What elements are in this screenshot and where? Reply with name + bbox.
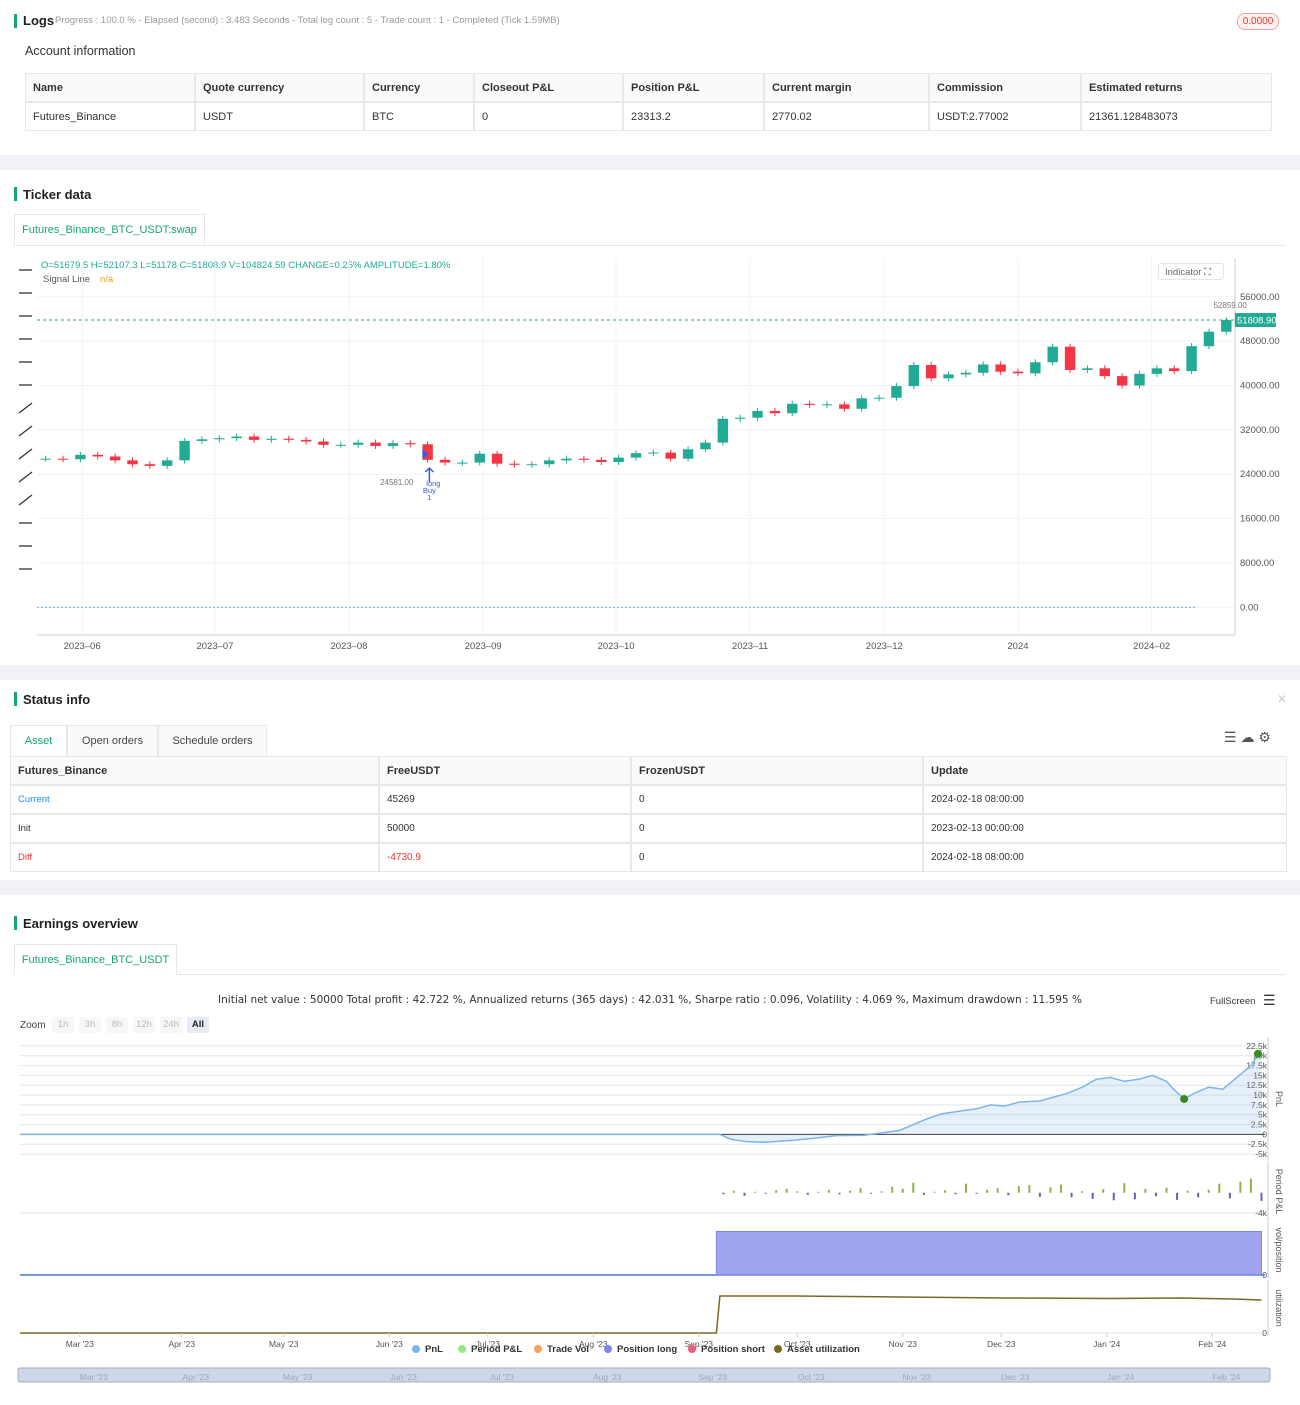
table-cell: 2023-02-13 00:00:00 [923,814,1287,843]
logs-title: Logs [23,13,55,28]
table-cell: 45269 [379,785,631,814]
table-header: Closeout P&L [474,73,623,102]
zoom-button[interactable]: 3h [79,1017,101,1033]
tab-rule [14,245,1286,246]
zoom-button[interactable]: All [187,1017,209,1033]
ohlc-text: O=51679.5 H=52107.3 L=51178 C=51808.9 V=… [41,260,451,271]
table-header: FrozenUSDT [631,756,923,785]
status-tab[interactable]: Open orders [67,725,158,756]
table-cell: 21361.128483073 [1081,102,1272,131]
table-cell: 2024-02-18 08:00:00 [923,843,1287,872]
table-header: Quote currency [195,73,364,102]
toolbar-icons[interactable]: ☰ ☁ ⚙ [1224,729,1271,745]
status-tab[interactable]: Asset [10,725,67,756]
table-cell: 0 [631,785,923,814]
table-cell: -4730.9 [379,843,631,872]
table-cell: 0 [631,843,923,872]
signal-value: n/a [100,274,114,285]
table-header: Futures_Binance [10,756,379,785]
indicator-button[interactable]: Indicator ⛶ [1158,263,1224,280]
section-marker [14,692,17,706]
indicator-label: Indicator [1165,267,1202,278]
ticker-title: Ticker data [23,187,92,202]
ticker-card: Ticker data Futures_Binance_BTC_USDT:swa… [0,170,1300,665]
zoom-label: Zoom [20,1020,46,1031]
table-cell: 50000 [379,814,631,843]
status-tab[interactable]: Schedule orders [158,725,267,756]
table-header: Position P&L [623,73,764,102]
table-cell: BTC [364,102,474,131]
table-cell: 2024-02-18 08:00:00 [923,785,1287,814]
table-header: Current margin [764,73,929,102]
earnings-summary: Initial net value : 50000 Total profit :… [218,994,1082,1006]
table-cell: USDT [195,102,364,131]
earnings-title: Earnings overview [23,916,138,931]
table-cell: 0 [474,102,623,131]
section-marker [14,187,17,201]
zoom-button[interactable]: 1h [52,1017,74,1033]
ticker-tab[interactable]: Futures_Binance_BTC_USDT:swap [14,214,205,245]
table-cell: 2770.02 [764,102,929,131]
earnings-card: Earnings overview Futures_Binance_BTC_US… [0,895,1300,1405]
signal-label: Signal Line [43,274,91,285]
zoom-button[interactable]: 24h [160,1017,182,1033]
table-cell: 0 [631,814,923,843]
menu-icon[interactable]: ☰ [1263,992,1276,1008]
table-cell: USDT:2.77002 [929,102,1081,131]
table-header: FreeUSDT [379,756,631,785]
earnings-tab[interactable]: Futures_Binance_BTC_USDT [14,944,177,975]
table-header: Currency [364,73,474,102]
zoom-button[interactable]: 8h [106,1017,128,1033]
tab-rule [14,974,1286,975]
table-header: Update [923,756,1287,785]
collapse-icon[interactable]: ✕ [1277,692,1288,706]
status-card: Status info ✕ ☰ ☁ ⚙ Asset Open orders Sche… [0,680,1300,880]
table-cell: Current [10,785,379,814]
logs-progress: Progress : 100.0 % - Elapsed (second) : … [55,15,560,26]
table-header: Commission [929,73,1081,102]
table-cell: Init [10,814,379,843]
table-cell: 23313.2 [623,102,764,131]
logs-badge: 0.0000 [1237,13,1279,30]
account-title: Account information [25,44,136,58]
table-cell: Futures_Binance [25,102,195,131]
table-header: Estimated returns [1081,73,1272,102]
table-header: Name [25,73,195,102]
zoom-button[interactable]: 12h [133,1017,155,1033]
fullscreen-button[interactable]: FullScreen [1210,996,1256,1007]
logs-card: Logs Progress : 100.0 % - Elapsed (secon… [0,0,1300,155]
section-marker [14,916,17,930]
section-marker [14,14,17,28]
status-title: Status info [23,692,91,707]
table-cell: Diff [10,843,379,872]
